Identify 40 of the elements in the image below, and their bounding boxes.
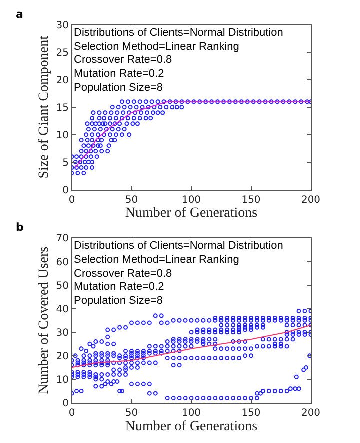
- y-tick-label: 0: [62, 185, 69, 196]
- x-tick-label: 50: [125, 408, 138, 419]
- x-tick-label: 200: [301, 408, 321, 419]
- x-tick-label: 150: [242, 408, 261, 419]
- y-tick-label: 20: [56, 75, 69, 86]
- y-tick-label: 30: [56, 328, 69, 339]
- y-tick-label: 20: [56, 351, 69, 362]
- y-tick-label: 60: [56, 257, 69, 268]
- annotation: Population Size=8: [74, 295, 163, 307]
- y-tick-label: 10: [56, 374, 69, 386]
- x-axis-title: Number of Generations: [125, 419, 258, 434]
- annotation: Mutation Rate=0.2: [74, 281, 164, 293]
- text: a: [16, 8, 24, 21]
- x-tick-label: 200: [301, 194, 321, 206]
- y-tick-label: 0: [62, 398, 69, 410]
- x-tick-label: 100: [182, 408, 202, 419]
- annotation: Distributions of Clients=Normal Distribution: [74, 240, 284, 252]
- x-tick-label: 50: [125, 194, 138, 206]
- annotation: Selection Method=Linear Ranking: [74, 254, 240, 266]
- annotation: Distributions of Clients=Normal Distribution: [74, 27, 284, 39]
- x-axis-title: Number of Generations: [125, 206, 258, 222]
- annotation: Mutation Rate=0.2: [74, 68, 164, 80]
- text: b: [16, 221, 24, 234]
- y-tick-label: 15: [56, 102, 69, 114]
- x-tick-label: 100: [182, 194, 202, 206]
- annotation: Population Size=8: [74, 82, 163, 94]
- x-tick-label: 150: [242, 194, 261, 206]
- y-tick-label: 10: [56, 130, 69, 142]
- y-axis-title: Number of Covered Users: [36, 246, 52, 394]
- y-axis-title: Size of Giant Component: [36, 36, 52, 179]
- y-tick-label: 40: [56, 304, 69, 316]
- line-series: [72, 324, 311, 368]
- y-tick-label: 5: [62, 158, 69, 169]
- y-tick-label: 70: [56, 234, 69, 245]
- annotation: Crossover Rate=0.8: [74, 268, 172, 280]
- y-tick-label: 30: [56, 20, 69, 32]
- y-tick-label: 50: [56, 280, 69, 292]
- y-tick-label: 25: [56, 48, 69, 59]
- annotation: Crossover Rate=0.8: [74, 54, 172, 66]
- annotation: Selection Method=Linear Ranking: [74, 41, 240, 53]
